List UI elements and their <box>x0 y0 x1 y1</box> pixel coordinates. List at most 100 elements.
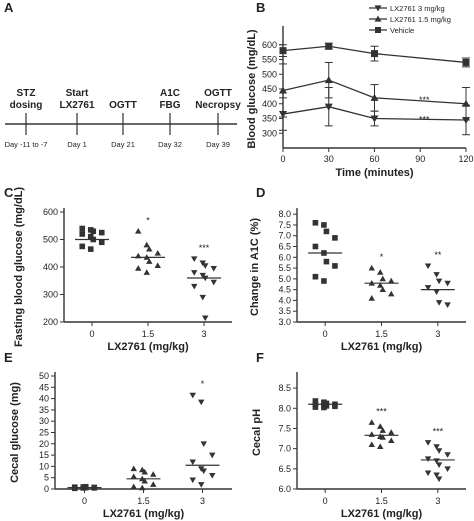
data-point <box>379 434 386 440</box>
data-point <box>444 280 451 287</box>
data-point <box>312 404 319 410</box>
data-point <box>379 427 386 433</box>
data-point <box>368 295 375 301</box>
y-tick-label: 35 <box>39 405 49 415</box>
y-tick-label: 6.0 <box>278 252 291 262</box>
y-tick-label: 300 <box>262 128 277 138</box>
timeline-event-label: LX2761 <box>59 100 94 111</box>
dot-group: *** <box>364 406 399 450</box>
y-tick-label: 6.0 <box>278 484 291 494</box>
data-point <box>200 441 207 448</box>
x-axis-title: LX2761 (mg/kg) <box>107 341 189 353</box>
timeline-event-day: Day 21 <box>111 140 135 149</box>
dot-group <box>308 219 343 284</box>
data-point <box>82 483 89 490</box>
data-point <box>371 50 378 58</box>
data-point <box>424 456 432 462</box>
y-axis-title: Cecal glucose (mg) <box>9 382 21 483</box>
data-point <box>388 429 395 435</box>
data-point <box>321 278 327 284</box>
data-point <box>388 277 395 284</box>
data-point <box>377 282 384 288</box>
panel-letter-a: A <box>4 0 14 15</box>
timeline-event-day: Day 1 <box>67 140 87 149</box>
timeline-event-label: A1C <box>160 88 180 99</box>
data-point <box>210 265 217 272</box>
dot-group <box>67 483 102 492</box>
legend-label: LX2761 1.5 mg/kg <box>390 15 451 24</box>
data-point <box>154 250 161 256</box>
data-point <box>323 258 330 265</box>
data-point <box>323 228 330 235</box>
data-point <box>368 264 375 271</box>
significance-label: *** <box>199 243 210 253</box>
data-point <box>198 482 205 488</box>
data-point <box>312 219 319 226</box>
data-point <box>141 468 148 475</box>
y-tick-label: 350 <box>262 114 277 124</box>
data-point <box>189 459 196 466</box>
data-point <box>154 262 161 269</box>
data-point <box>377 269 384 275</box>
significance-label: ** <box>434 250 442 260</box>
y-tick-label: 20 <box>39 439 49 449</box>
y-tick-label: 8.5 <box>278 383 291 393</box>
y-tick-label: 450 <box>262 84 277 94</box>
legend-marker <box>374 15 382 22</box>
data-point <box>202 275 209 282</box>
data-point <box>312 398 319 404</box>
data-point <box>461 116 471 124</box>
data-point <box>461 99 471 107</box>
data-point <box>444 466 451 473</box>
data-point <box>433 272 440 278</box>
y-tick-label: 15 <box>39 450 49 460</box>
dot-group: ** <box>420 250 455 308</box>
data-point <box>433 444 440 450</box>
data-point <box>143 241 150 248</box>
y-tick-label: 8.0 <box>278 403 291 413</box>
y-tick-label: 4.5 <box>278 285 291 295</box>
series-path <box>282 79 467 105</box>
data-point <box>433 472 440 479</box>
timeline-event-label: Necropsy <box>195 100 241 111</box>
data-point <box>87 246 94 252</box>
y-tick-label: 0 <box>44 484 49 494</box>
series-path <box>282 45 467 64</box>
data-point <box>321 222 327 228</box>
x-tick-label: 0 <box>280 154 285 164</box>
x-tick-label: 3 <box>435 496 440 506</box>
data-point <box>435 300 443 306</box>
y-tick-label: 600 <box>43 207 58 217</box>
data-point <box>424 263 432 270</box>
dot-group <box>308 398 343 411</box>
x-axis-title: Time (minutes) <box>335 167 413 179</box>
panel-f-dot-plot: F 6.0 6.5 7.0 7.5 8.0 8.5 0 1.5 3 LX2761 (mg/kg) Ce… <box>251 350 466 520</box>
y-axis-title: Cecal pH <box>251 409 263 456</box>
y-tick-label: 6.5 <box>278 242 291 252</box>
x-tick-label: 60 <box>369 154 379 164</box>
y-tick-label: 4.0 <box>278 295 291 305</box>
data-point <box>424 440 432 446</box>
panel-d-dot-plot: D 3.03.54.04.55.05.56.06.57.07.58.0 0 1.5 3 L… <box>249 185 466 353</box>
data-point <box>210 279 217 286</box>
data-point <box>91 485 98 491</box>
data-point <box>332 235 338 241</box>
data-point <box>325 42 333 50</box>
y-tick-label: 50 <box>39 371 49 381</box>
data-point <box>130 483 137 490</box>
data-point <box>90 236 97 243</box>
y-tick-label: 8.0 <box>278 209 291 219</box>
legend: LX2761 3 mg/kg LX2761 1.5 mg/kg Vehicle <box>369 4 451 35</box>
x-tick-label: 1.5 <box>375 496 388 506</box>
x-tick-label: 1.5 <box>142 329 155 339</box>
timeline-event-day: Day 32 <box>158 140 182 149</box>
dot-group: * <box>131 215 165 275</box>
data-point <box>433 458 440 464</box>
timeline-event: OGTT Day 21 <box>109 100 137 149</box>
x-tick-label: 0 <box>323 496 328 506</box>
legend-marker <box>375 27 381 33</box>
data-point <box>321 404 327 411</box>
